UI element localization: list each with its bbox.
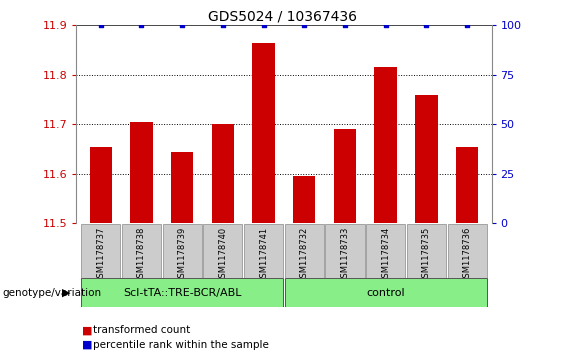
Text: genotype/variation: genotype/variation <box>3 287 102 298</box>
Text: GSM1178734: GSM1178734 <box>381 227 390 283</box>
Text: GSM1178732: GSM1178732 <box>300 227 308 283</box>
FancyBboxPatch shape <box>447 224 486 278</box>
Text: control: control <box>366 287 405 298</box>
Bar <box>334 129 356 223</box>
FancyBboxPatch shape <box>285 278 486 307</box>
FancyBboxPatch shape <box>244 224 283 278</box>
Point <box>300 23 309 28</box>
Bar <box>130 122 153 223</box>
Text: GSM1178733: GSM1178733 <box>341 227 350 283</box>
FancyBboxPatch shape <box>81 278 283 307</box>
Point <box>259 23 268 28</box>
FancyBboxPatch shape <box>366 224 405 278</box>
Bar <box>253 43 275 223</box>
FancyBboxPatch shape <box>163 224 202 278</box>
FancyBboxPatch shape <box>285 224 324 278</box>
Point <box>96 23 105 28</box>
Text: Scl-tTA::TRE-BCR/ABL: Scl-tTA::TRE-BCR/ABL <box>123 287 241 298</box>
Text: GSM1178739: GSM1178739 <box>177 227 186 283</box>
Point <box>218 23 227 28</box>
FancyBboxPatch shape <box>325 224 364 278</box>
Bar <box>415 95 438 223</box>
Bar <box>89 147 112 223</box>
Bar <box>171 151 193 223</box>
Point <box>177 23 186 28</box>
Text: GSM1178740: GSM1178740 <box>218 227 227 283</box>
Point <box>137 23 146 28</box>
FancyBboxPatch shape <box>81 224 120 278</box>
Point <box>381 23 390 28</box>
Bar <box>375 68 397 223</box>
Text: GSM1178738: GSM1178738 <box>137 227 146 283</box>
FancyBboxPatch shape <box>203 224 242 278</box>
Text: ▶: ▶ <box>62 287 71 298</box>
Text: percentile rank within the sample: percentile rank within the sample <box>93 340 269 350</box>
FancyBboxPatch shape <box>407 224 446 278</box>
Point <box>463 23 472 28</box>
Text: GSM1178736: GSM1178736 <box>463 227 472 283</box>
Text: transformed count: transformed count <box>93 325 190 335</box>
FancyBboxPatch shape <box>122 224 161 278</box>
Bar <box>293 176 315 223</box>
Bar <box>456 147 479 223</box>
Bar <box>212 125 234 223</box>
Text: GSM1178737: GSM1178737 <box>96 227 105 283</box>
Text: GDS5024 / 10367436: GDS5024 / 10367436 <box>208 9 357 23</box>
Text: GSM1178735: GSM1178735 <box>422 227 431 283</box>
Text: GSM1178741: GSM1178741 <box>259 227 268 283</box>
Text: ■: ■ <box>82 340 93 350</box>
Point <box>422 23 431 28</box>
Text: ■: ■ <box>82 325 93 335</box>
Point <box>341 23 350 28</box>
